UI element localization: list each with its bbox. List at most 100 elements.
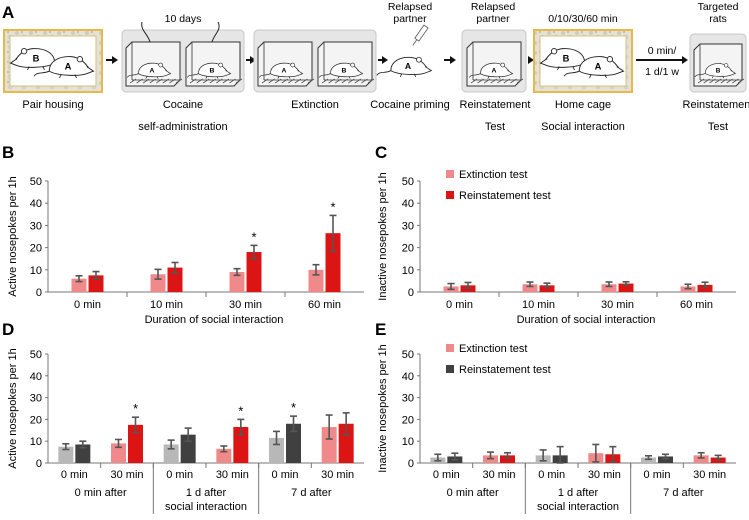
grid-bar [354,78,362,84]
rat-label: A [492,67,497,74]
rat-a: A [126,62,171,80]
label-days: 10 days [165,13,202,25]
panel-label-a: A [2,3,14,22]
y-tick-label: 50 [402,349,414,361]
significance-star: * [133,401,138,416]
arrow-2 [246,56,256,64]
bar-extinction [71,278,87,292]
bar-extinction [150,274,166,292]
bar-extinction [522,284,538,292]
x-axis-label: Duration of social interaction [517,314,656,326]
rat-label: A [282,67,287,74]
y-tick-label: 30 [402,220,414,232]
chart-d: 0 10 20 30 40 50 Active nosepokes per 1h 0 min *… [7,348,364,514]
stage-label-sub: Test [485,121,505,133]
y-tick-label: 20 [402,243,414,255]
grid-bar [281,78,288,84]
bar-extinction [163,444,179,463]
grid-bar [732,78,739,84]
label-relapsed-partner: Relapsed [471,1,516,13]
bar-reinstatement [500,455,515,463]
syringe-needle [412,39,418,46]
grid-bar [341,78,348,84]
legend-swatch [446,191,454,199]
grid-bar [288,78,295,84]
grid-bar [235,78,243,84]
arrow-head [112,56,118,64]
stage-label-sub: Social interaction [541,121,625,133]
cage-extinction [253,29,377,93]
stage-label: Pair housing [22,99,83,111]
x-axis-label: Duration of social interaction [145,314,284,326]
bar-reinstatement [697,284,713,292]
category-label: 60 min [308,299,341,311]
grid-bar [503,78,511,84]
grid-bar [726,78,733,84]
y-tick-label: 10 [402,265,414,277]
bar-extinction [216,448,232,463]
y-tick-label: 40 [402,371,414,383]
y-tick-label: 10 [402,436,414,448]
category-label: 30 min [588,469,621,481]
y-tick-label: 30 [402,393,414,405]
bar-reinstatement [325,233,341,292]
legend-entry: Reinstatement test [459,190,551,202]
grid-bar [477,78,484,84]
grid-bar [307,78,315,84]
category-label: 30 min [693,469,726,481]
label-relapsed-partner: Relapsed [388,1,433,13]
category-label: 0 min [446,299,473,311]
grid-bar [697,78,705,84]
tether [141,21,151,43]
label-minutes: 0/10/30/60 min [548,13,618,25]
legend: Extinction test Reinstatement test [446,343,551,376]
y-tick-label: 0 [408,287,414,299]
rat-b: B [540,48,601,71]
rat-label: B [33,53,40,63]
grid-bar [229,78,236,84]
arrow-6 [636,56,688,64]
cage-targeted [689,33,747,93]
bar-extinction [693,455,709,463]
group-label: 0 min after [75,487,127,499]
label-targeted-rats: Targeted [698,1,739,13]
y-tick-label: 30 [30,393,42,405]
y-axis-label: Inactive nosepokes per 1h [377,344,389,472]
stage-label: Cocaine priming [370,99,449,111]
category-label: 60 min [680,299,713,311]
category-label: 0 min [538,469,565,481]
group-label: 1 d after [558,487,599,499]
y-tick-label: 0 [408,458,414,470]
bar-reinstatement [128,424,143,463]
arrow-head [450,56,456,64]
bar-reinstatement [167,267,183,292]
arrow-head [382,56,388,64]
rat-label: A [405,61,411,71]
grid-bar [328,78,335,84]
legend-swatch [446,365,454,373]
category-label: 0 min [272,469,299,481]
bar-reinstatement [246,252,262,292]
grid-bar [261,78,269,84]
rat-a: A [258,62,303,80]
grid-bar [516,78,524,84]
category-label: 0 min [166,469,193,481]
rat-label: B [563,53,570,63]
group-label: 7 d after [291,487,332,499]
category-label: 30 min [216,469,249,481]
grid-bar [497,78,504,84]
category-label: 30 min [321,469,354,481]
y-tick-label: 10 [30,265,42,277]
chart-e: 0 10 20 30 40 50 Inactive nosepokes per 1h 0 mi… [377,343,736,514]
bar-extinction [229,272,245,292]
arrow-label-top: 0 min/ [648,45,677,57]
grid-bar [169,78,176,84]
category-label: 30 min [229,299,262,311]
legend-entry: Extinction test [459,343,527,355]
bar-extinction [601,284,617,292]
category-label: 30 min [482,469,515,481]
legend-swatch [446,170,454,178]
label-relapsed-partner: partner [476,13,510,25]
